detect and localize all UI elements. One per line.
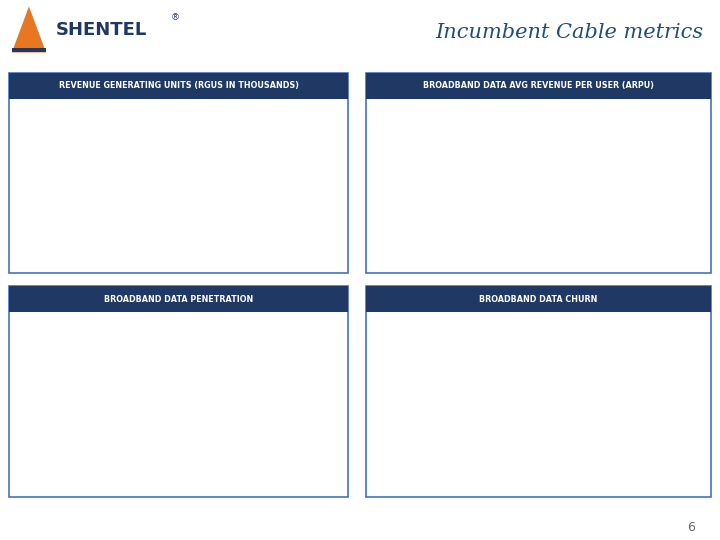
Bar — [259, 221, 315, 255]
Bar — [618, 131, 675, 253]
Text: 1.6%: 1.6% — [631, 379, 661, 392]
Text: 3%: 3% — [122, 151, 139, 160]
Text: 2019: 2019 — [171, 483, 199, 493]
Text: 31: 31 — [178, 151, 193, 161]
Text: REVENUE GENERATING UNITS (RGUS IN THOUSANDS): REVENUE GENERATING UNITS (RGUS IN THOUSA… — [58, 82, 299, 90]
Bar — [259, 361, 315, 478]
Text: SHENTEL: SHENTEL — [56, 21, 148, 39]
Bar — [55, 386, 112, 478]
Text: 164: 164 — [73, 138, 94, 147]
Bar — [55, 150, 112, 169]
Text: 6: 6 — [687, 521, 695, 534]
Text: 2018: 2018 — [427, 259, 455, 269]
Text: 37%: 37% — [71, 370, 96, 383]
Text: 16%: 16% — [226, 357, 249, 367]
Text: 2020: 2020 — [632, 259, 660, 269]
Text: Incumbent Cable metrics: Incumbent Cable metrics — [436, 23, 703, 42]
Bar — [12, 50, 46, 52]
Text: 47%: 47% — [274, 345, 300, 358]
Text: $79: $79 — [533, 114, 555, 127]
Text: 84: 84 — [178, 188, 193, 198]
Text: 2020: 2020 — [273, 264, 302, 274]
Bar — [516, 130, 572, 253]
Text: 2018: 2018 — [69, 264, 97, 274]
Text: 52: 52 — [279, 233, 295, 243]
Bar — [12, 49, 46, 50]
Text: BROADBAND DATA CHURN: BROADBAND DATA CHURN — [480, 295, 598, 303]
Bar — [413, 373, 469, 478]
Text: 2020: 2020 — [273, 483, 302, 493]
Text: 1.8%: 1.8% — [529, 368, 559, 381]
Legend: Video, Data, Voice: Video, Data, Voice — [106, 126, 251, 144]
Text: 2.0%: 2.0% — [426, 357, 456, 370]
Text: 99: 99 — [279, 185, 295, 194]
Text: 2020: 2020 — [632, 483, 660, 493]
Bar — [157, 376, 213, 478]
Text: 8%: 8% — [224, 141, 240, 151]
Text: ®: ® — [171, 14, 180, 22]
Text: 182: 182 — [276, 125, 298, 135]
Text: 32: 32 — [279, 143, 295, 153]
Bar — [157, 146, 213, 166]
Text: 2019: 2019 — [171, 264, 199, 274]
Text: $78: $78 — [635, 116, 657, 129]
Bar — [618, 394, 675, 478]
Text: 2018: 2018 — [427, 483, 455, 493]
Text: 41%: 41% — [172, 360, 199, 373]
Text: BROADBAND DATA PENETRATION: BROADBAND DATA PENETRATION — [104, 295, 253, 303]
Bar — [516, 383, 572, 478]
Bar — [157, 166, 213, 220]
Text: 169: 169 — [175, 134, 196, 144]
Text: $79: $79 — [430, 114, 452, 127]
Text: BROADBAND DATA AVG REVENUE PER USER (ARPU): BROADBAND DATA AVG REVENUE PER USER (ARP… — [423, 82, 654, 90]
Text: 9%: 9% — [124, 372, 140, 382]
Polygon shape — [12, 6, 46, 52]
Text: 29: 29 — [76, 154, 91, 165]
Text: 2019: 2019 — [530, 259, 558, 269]
Bar — [259, 137, 315, 158]
Bar — [259, 158, 315, 221]
Text: 59: 59 — [76, 231, 91, 241]
Bar — [157, 220, 213, 255]
Text: 2018: 2018 — [69, 483, 97, 493]
Bar — [55, 169, 112, 217]
Text: 2019: 2019 — [530, 483, 558, 493]
Bar — [413, 130, 469, 253]
Bar — [55, 217, 112, 255]
Text: 54: 54 — [178, 232, 193, 242]
Text: 75: 75 — [76, 188, 91, 198]
